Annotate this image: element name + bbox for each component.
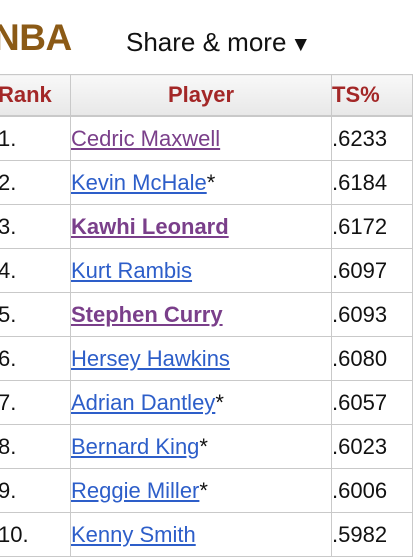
- share-and-more-button[interactable]: Share & more ▼: [126, 24, 311, 63]
- hall-of-fame-marker: *: [206, 169, 216, 195]
- page-title: NBA: [0, 17, 72, 58]
- ts-cell: .6093: [331, 292, 413, 337]
- column-header-ts[interactable]: TS%: [331, 74, 413, 117]
- ts-cell: .6023: [331, 424, 413, 469]
- player-link[interactable]: Stephen Curry: [71, 301, 223, 327]
- player-cell: Kenny Smith: [70, 512, 332, 557]
- hall-of-fame-marker: *: [215, 389, 224, 415]
- ts-cell: .6184: [331, 160, 413, 205]
- player-cell: Kevin McHale*: [70, 160, 332, 205]
- share-label: Share & more: [126, 27, 287, 57]
- rank-cell: 5.: [0, 292, 71, 337]
- player-link[interactable]: Kawhi Leonard: [71, 213, 229, 239]
- player-cell: Hersey Hawkins: [70, 336, 332, 381]
- table-row: 1. Cedric Maxwell .6233: [0, 115, 413, 161]
- player-link[interactable]: Bernard King: [71, 433, 200, 459]
- player-cell: Cedric Maxwell: [70, 115, 332, 161]
- table-row: 7. Adrian Dantley* .6057: [0, 380, 413, 425]
- ts-cell: .6097: [331, 248, 413, 293]
- rank-cell: 3.: [0, 204, 71, 249]
- hall-of-fame-marker: *: [199, 433, 208, 459]
- player-link[interactable]: Hersey Hawkins: [71, 345, 230, 371]
- player-link[interactable]: Kurt Rambis: [71, 257, 193, 283]
- rank-cell: 6.: [0, 336, 71, 381]
- table-row: 6. Hersey Hawkins .6080: [0, 336, 413, 381]
- player-cell: Reggie Miller*: [70, 468, 332, 513]
- table-header-row: Rank Player TS%: [0, 74, 413, 117]
- player-link[interactable]: Kenny Smith: [71, 521, 196, 547]
- ts-cell: .6172: [331, 204, 413, 249]
- table-row: 5. Stephen Curry .6093: [0, 292, 413, 337]
- rank-cell: 7.: [0, 380, 71, 425]
- stats-table: Rank Player TS% 1. Cedric Maxwell .6233 …: [0, 74, 413, 557]
- player-cell: Kurt Rambis: [70, 248, 332, 293]
- player-cell: Bernard King*: [70, 424, 332, 469]
- ts-cell: .6233: [331, 115, 413, 161]
- triangle-down-icon: ▼: [290, 33, 312, 56]
- rank-cell: 4.: [0, 248, 71, 293]
- table-row: 4. Kurt Rambis .6097: [0, 248, 413, 293]
- player-link[interactable]: Cedric Maxwell: [71, 125, 221, 151]
- ts-cell: .5982: [331, 512, 413, 557]
- page-header: NBA Share & more ▼: [0, 0, 418, 72]
- rank-cell: 2.: [0, 160, 71, 205]
- player-cell: Stephen Curry: [70, 292, 332, 337]
- player-cell: Kawhi Leonard: [70, 204, 332, 249]
- rank-cell: 1.: [0, 115, 71, 161]
- rank-cell: 10.: [0, 512, 71, 557]
- ts-cell: .6080: [331, 336, 413, 381]
- player-link[interactable]: Kevin McHale: [71, 169, 207, 195]
- column-header-rank[interactable]: Rank: [0, 74, 71, 117]
- ts-cell: .6057: [331, 380, 413, 425]
- player-link[interactable]: Reggie Miller: [71, 477, 200, 503]
- table-row: 8. Bernard King* .6023: [0, 424, 413, 469]
- hall-of-fame-marker: *: [199, 477, 208, 503]
- table-row: 9. Reggie Miller* .6006: [0, 468, 413, 513]
- rank-cell: 8.: [0, 424, 71, 469]
- player-link[interactable]: Adrian Dantley: [71, 389, 216, 415]
- player-cell: Adrian Dantley*: [70, 380, 332, 425]
- ts-cell: .6006: [331, 468, 413, 513]
- table-row: 10. Kenny Smith .5982: [0, 512, 413, 557]
- rank-cell: 9.: [0, 468, 71, 513]
- column-header-player[interactable]: Player: [70, 74, 332, 117]
- table-row: 3. Kawhi Leonard .6172: [0, 204, 413, 249]
- table-row: 2. Kevin McHale* .6184: [0, 160, 413, 205]
